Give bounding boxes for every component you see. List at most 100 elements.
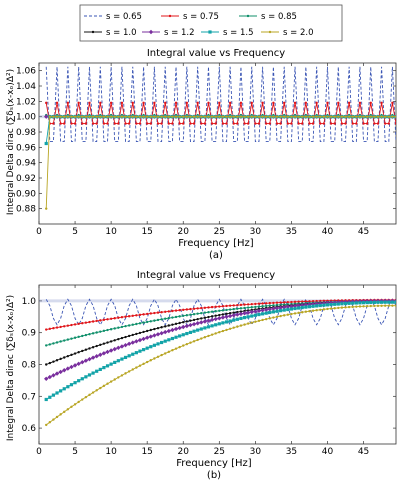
panel-b-point-s085: [279, 303, 282, 306]
panel-b-point-s12: [166, 328, 172, 334]
panel-a-point-s20: [387, 115, 390, 118]
panel-a-point-s075: [145, 122, 149, 125]
panel-a-point-s075: [264, 122, 268, 125]
panel-b-point-s15: [192, 329, 196, 333]
panel-b-point-s12: [260, 308, 265, 313]
panel-b-point-s15: [98, 367, 102, 372]
panel-a-ytick-label: 0.96: [16, 143, 36, 153]
panel-b-point-s12: [134, 339, 139, 344]
panel-b-point-s075: [167, 310, 171, 313]
panel-b-point-s15: [224, 320, 229, 324]
panel-b-ytick-label: 0.7: [22, 392, 36, 402]
panel-b-point-s15: [152, 343, 156, 347]
panel-b-point-s10: [182, 321, 185, 324]
panel-a: Integral value vs Frequency 0 5 10 15 20 25 30…: [6, 48, 397, 261]
legend-label: s = 1.5: [223, 28, 253, 38]
panel-a-point-s20: [88, 115, 91, 118]
panel-a-point-s075: [293, 101, 297, 105]
panel-b-point-s20: [362, 305, 365, 308]
panel-b-point-s085: [66, 338, 70, 341]
panel-a-point-s075: [236, 122, 239, 125]
panel-a-point-s15: [44, 141, 48, 146]
panel-a-point-s075: [304, 101, 308, 105]
panel-b-point-s085: [275, 303, 279, 307]
panel-b-point-s075: [221, 305, 225, 308]
panel-b-point-s12: [87, 356, 92, 362]
panel-b-point-s10: [214, 314, 217, 317]
panel-a-point-s20: [308, 115, 311, 118]
panel-b-point-s075: [293, 300, 297, 304]
legend-frame: [79, 4, 343, 42]
panel-b-point-s10: [203, 316, 207, 319]
panel-a-point-s075: [311, 122, 315, 125]
panel-b-point-s15: [282, 308, 286, 312]
panel-a-point-s20: [203, 115, 207, 118]
panel-b-xtick-label: 10: [105, 447, 117, 457]
panel-b-point-s12: [253, 309, 258, 314]
panel-b-point-s12: [144, 335, 150, 340]
panel-a-point-s075: [250, 101, 253, 105]
panel-a-point-s075: [149, 122, 152, 125]
panel-b-point-s12: [130, 340, 135, 345]
panel-b-point-s085: [243, 306, 246, 310]
panel-b-point-s20: [164, 352, 167, 355]
panel-a-xtick-label: 25: [214, 227, 225, 237]
panel-b-point-s15: [289, 307, 294, 311]
panel-b-point-s085: [55, 341, 59, 344]
panel-a-point-s20: [315, 115, 318, 118]
panel-b-xtick-label: 15: [141, 447, 152, 457]
panel-b-point-s075: [250, 302, 253, 306]
panel-a-point-s075: [369, 101, 372, 105]
panel-b-point-s075: [117, 316, 120, 319]
panel-b-point-s20: [380, 304, 383, 307]
panel-b-point-s20: [189, 341, 192, 344]
panel-b-point-s075: [182, 308, 185, 312]
panel-a-point-s20: [340, 115, 344, 118]
panel-b-xtick-label: 40: [322, 447, 334, 457]
panel-b-point-s15: [250, 314, 254, 318]
panel-a-point-s20: [131, 115, 134, 118]
panel-b-point-s10: [135, 332, 138, 336]
panel-b-point-s20: [391, 304, 394, 307]
panel-a-point-s075: [55, 101, 59, 105]
panel-a-xtick-label: 0: [36, 227, 42, 237]
panel-b-point-s20: [394, 304, 396, 307]
panel-a-point-s20: [261, 115, 264, 118]
panel-b-point-s075: [290, 300, 293, 304]
panel-b-point-s20: [239, 324, 243, 327]
panel-a-point-s20: [207, 115, 210, 118]
panel-b-point-s085: [95, 331, 98, 334]
panel-a-point-s20: [275, 115, 279, 118]
panel-a-point-s075: [135, 122, 138, 125]
panel-b-point-s15: [354, 301, 358, 305]
panel-b-point-s15: [358, 301, 362, 305]
panel-b-point-s20: [66, 408, 70, 411]
panel-b-point-s085: [174, 315, 178, 319]
panel-b-point-s12: [184, 323, 190, 329]
panel-b-point-s12: [188, 322, 193, 328]
panel-a-xtick-label: 20: [178, 227, 190, 237]
panel-b-point-s12: [112, 346, 117, 352]
panel-b-point-s10: [66, 354, 70, 358]
panel-b-point-s075: [264, 302, 268, 305]
panel-b-point-s15: [369, 300, 373, 305]
panel-b-point-s20: [340, 306, 344, 309]
panel-a-series-group: [39, 66, 396, 210]
panel-b-point-s12: [69, 364, 74, 370]
panel-b-point-s085: [117, 326, 120, 329]
panel-b-point-s15: [387, 300, 391, 304]
panel-a-point-s20: [127, 115, 131, 118]
panel-a-point-s075: [394, 122, 396, 125]
panel-b-point-s12: [101, 351, 107, 356]
panel-a-point-s075: [196, 101, 199, 105]
panel-b-point-s075: [102, 318, 106, 322]
panel-a-point-s20: [232, 115, 235, 118]
panel-b-point-s20: [373, 304, 376, 308]
panel-b-point-s10: [225, 312, 228, 316]
panel-b-point-s20: [358, 305, 362, 308]
panel-b-point-s085: [200, 311, 203, 315]
panel-b-point-s12: [51, 373, 56, 378]
panel-b-point-s085: [48, 343, 52, 346]
panel-b-point-s15: [196, 328, 200, 332]
panel-b-point-s15: [167, 338, 171, 342]
